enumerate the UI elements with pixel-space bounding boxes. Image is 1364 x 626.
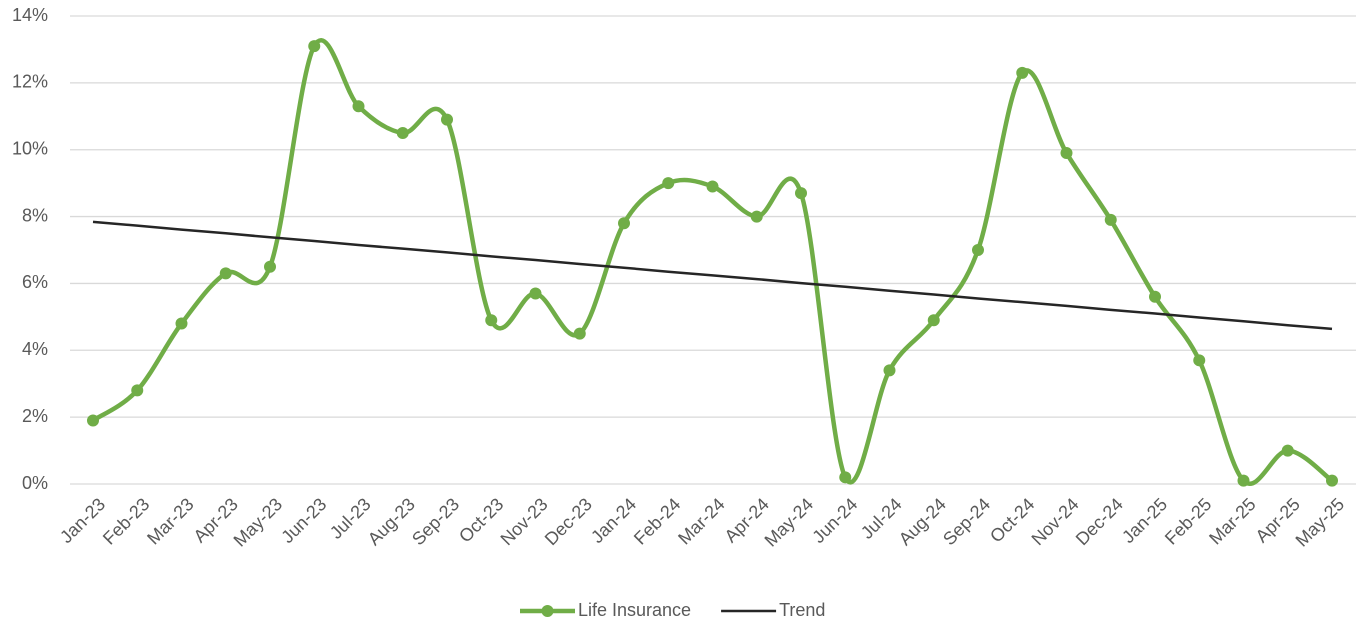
y-tick-label: 2% — [22, 406, 48, 426]
x-tick-label: Nov-23 — [497, 494, 552, 549]
data-point — [1237, 474, 1250, 487]
x-tick-label: Jan-25 — [1118, 494, 1171, 547]
legend-marker — [541, 605, 554, 617]
data-point — [1281, 444, 1294, 457]
y-tick-label: 12% — [12, 72, 48, 92]
data-point — [573, 327, 586, 340]
data-point — [839, 471, 852, 484]
x-tick-label: Mar-24 — [674, 494, 728, 548]
data-point — [1149, 290, 1161, 303]
data-point — [750, 210, 763, 223]
x-tick-label: Mar-25 — [1205, 494, 1259, 548]
x-tick-label: Feb-24 — [630, 494, 684, 548]
data-point — [308, 40, 321, 53]
x-tick-label: Aug-23 — [364, 494, 419, 549]
data-point — [529, 287, 542, 300]
x-tick-label: Jun-23 — [277, 494, 330, 547]
data-point — [485, 314, 498, 327]
data-point — [795, 187, 807, 200]
data-point — [618, 217, 630, 230]
y-tick-label: 6% — [22, 272, 48, 292]
x-tick-label: May-23 — [230, 494, 287, 551]
y-tick-label: 8% — [22, 205, 48, 225]
data-point — [441, 113, 453, 126]
x-tick-label: Jan-23 — [56, 494, 109, 547]
data-point — [972, 244, 984, 256]
data-point — [352, 100, 365, 113]
y-tick-label: 14% — [12, 5, 48, 25]
x-tick-label: Feb-25 — [1161, 494, 1215, 548]
x-tick-label: Mar-23 — [143, 494, 197, 548]
legend-label: Trend — [779, 600, 825, 620]
data-point — [219, 267, 232, 280]
data-point — [927, 314, 940, 327]
y-tick-label: 4% — [22, 339, 48, 359]
x-tick-label: Nov-24 — [1028, 494, 1083, 549]
x-tick-label: Sep-24 — [939, 494, 994, 549]
data-point — [396, 127, 409, 139]
x-tick-label: Jun-24 — [808, 494, 861, 547]
data-point — [1193, 354, 1206, 367]
data-point — [87, 414, 99, 427]
x-tick-label: Sep-23 — [408, 494, 463, 549]
data-point — [662, 177, 675, 190]
y-tick-label: 0% — [22, 473, 48, 493]
y-tick-label: 10% — [12, 138, 48, 158]
data-point — [883, 364, 896, 377]
x-tick-label: Dec-23 — [541, 494, 596, 549]
x-tick-label: Jan-24 — [587, 494, 640, 547]
legend-label: Life Insurance — [578, 600, 691, 620]
x-tick-label: Aug-24 — [895, 494, 950, 549]
data-point — [1104, 213, 1117, 226]
series-line — [92, 220, 1333, 331]
data-point — [175, 317, 188, 330]
data-point — [264, 260, 276, 273]
data-point — [1016, 66, 1029, 79]
data-point — [1060, 147, 1073, 160]
x-tick-label: Feb-23 — [99, 494, 153, 548]
x-tick-label: May-25 — [1292, 494, 1349, 551]
x-tick-label: May-24 — [761, 494, 818, 551]
x-tick-label: Dec-24 — [1072, 494, 1127, 549]
data-point — [131, 384, 144, 397]
data-point — [706, 180, 719, 193]
data-point — [1326, 474, 1338, 487]
